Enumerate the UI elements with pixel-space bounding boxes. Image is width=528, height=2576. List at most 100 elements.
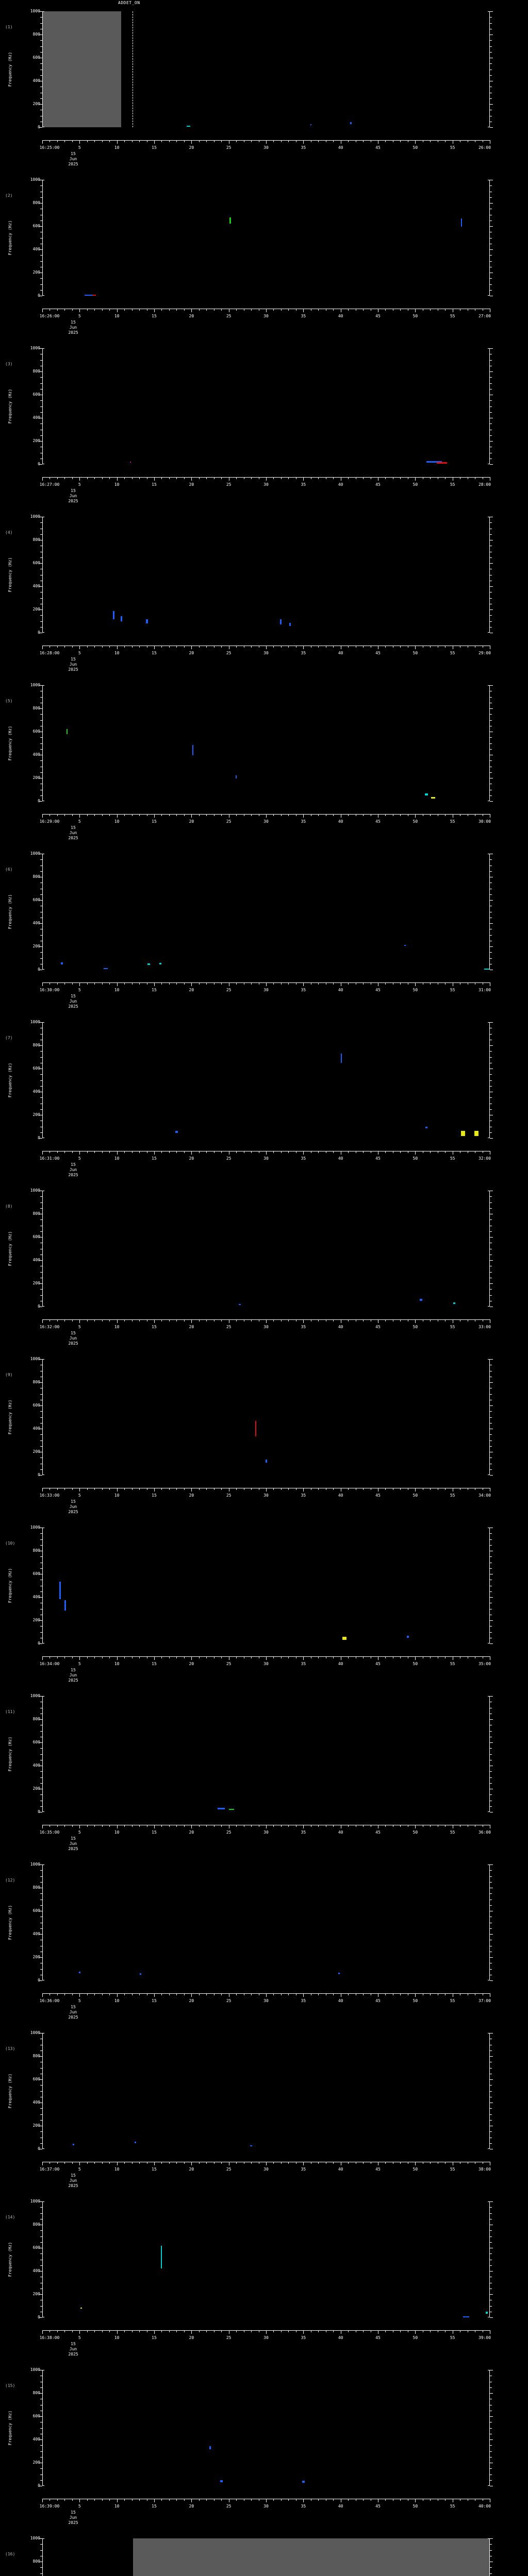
detection-mark[interactable]: [350, 122, 352, 124]
detection-mark[interactable]: [463, 2316, 469, 2317]
detection-mark[interactable]: [474, 1131, 478, 1136]
plot-area[interactable]: [39, 1359, 493, 1476]
detection-mark[interactable]: [66, 729, 68, 734]
detection-mark[interactable]: [342, 1636, 346, 1640]
detection-mark[interactable]: [404, 944, 406, 946]
detection-mark[interactable]: [280, 619, 282, 624]
detection-mark[interactable]: [140, 1973, 142, 1975]
detection-mark[interactable]: [338, 1973, 340, 1974]
y-tick-mark: [40, 2544, 42, 2545]
x-tick-mark: [64, 1993, 65, 1995]
detection-mark[interactable]: [220, 2480, 223, 2482]
detection-mark[interactable]: [147, 963, 151, 965]
detection-mark[interactable]: [209, 2446, 211, 2449]
detection-mark[interactable]: [486, 2312, 488, 2314]
y-tick-mark: [490, 2120, 492, 2121]
y-tick-label: 400: [32, 2437, 40, 2442]
x-tick-mark: [184, 309, 185, 311]
detection-mark[interactable]: [460, 1131, 465, 1136]
plot-area[interactable]: [39, 1696, 493, 1812]
x-tick-mark: [154, 1488, 155, 1492]
detection-mark[interactable]: [437, 462, 448, 464]
detection-mark[interactable]: [302, 2481, 305, 2483]
detection-mark[interactable]: [484, 968, 490, 970]
plot-area[interactable]: [39, 348, 493, 465]
detection-mark[interactable]: [129, 461, 131, 463]
plot-area[interactable]: [39, 1865, 493, 1981]
detection-mark[interactable]: [310, 124, 311, 126]
detection-mark[interactable]: [265, 1460, 267, 1463]
detection-mark[interactable]: [120, 616, 122, 621]
detection-mark[interactable]: [229, 217, 232, 224]
y-tick-mark: [490, 406, 492, 407]
detection-mark[interactable]: [192, 745, 194, 755]
y-tick-mark: [40, 1882, 42, 1883]
detection-mark[interactable]: [60, 962, 63, 964]
plot-area[interactable]: [39, 2370, 493, 2486]
detection-mark[interactable]: [250, 2145, 253, 2147]
detection-mark[interactable]: [187, 126, 191, 127]
detection-mark[interactable]: [80, 2308, 82, 2309]
x-tick-mark: [102, 814, 103, 816]
detection-mark[interactable]: [426, 461, 442, 463]
plot-area[interactable]: [39, 685, 493, 802]
plot-area[interactable]: [39, 1528, 493, 1644]
x-tick-mark: [102, 1656, 103, 1658]
detection-mark[interactable]: [341, 1053, 342, 1063]
plot-area[interactable]: [39, 2201, 493, 2318]
detection-mark[interactable]: [420, 1298, 423, 1301]
plot-area[interactable]: [39, 11, 493, 128]
plot-area[interactable]: [39, 180, 493, 296]
plot-area[interactable]: [39, 1191, 493, 1307]
detection-mark[interactable]: [425, 1127, 428, 1129]
y-tick-label: 600: [32, 1908, 40, 1913]
detection-mark[interactable]: [461, 218, 463, 227]
detection-mark[interactable]: [431, 796, 436, 799]
x-tick-label: 55: [450, 1493, 455, 1498]
plot-area[interactable]: [39, 517, 493, 633]
y-tick-labels: 0 200 400 600 800 1000: [21, 2368, 40, 2488]
detection-mark[interactable]: [103, 968, 108, 969]
detection-mark[interactable]: [145, 619, 148, 623]
y-tick-label: 800: [32, 2391, 40, 2395]
plot-area[interactable]: [39, 2033, 493, 2149]
detection-mark[interactable]: [218, 1807, 225, 1809]
detection-mark[interactable]: [289, 623, 291, 626]
detection-mark[interactable]: [113, 611, 115, 620]
detection-mark[interactable]: [85, 294, 94, 296]
y-tick-mark: [490, 1475, 493, 1476]
detection-mark[interactable]: [229, 1809, 235, 1810]
y-tick-mark: [39, 1696, 42, 1697]
y-tick-mark: [490, 871, 492, 872]
x-tick-label: 5: [78, 1493, 81, 1498]
detection-mark[interactable]: [406, 1635, 409, 1638]
x-tick-mark: [94, 1656, 95, 1658]
x-tick-mark: [117, 2330, 118, 2334]
detection-mark[interactable]: [161, 2246, 162, 2268]
detection-mark[interactable]: [453, 1302, 455, 1304]
detection-mark[interactable]: [175, 1130, 178, 1133]
x-tick-mark: [94, 1319, 95, 1321]
plot-area[interactable]: [39, 2538, 493, 2576]
x-tick-label: 40: [338, 1998, 343, 2003]
x-tick-label: 55: [450, 988, 455, 992]
detection-mark[interactable]: [236, 775, 237, 778]
plot-area[interactable]: [39, 854, 493, 970]
detection-mark[interactable]: [93, 295, 96, 296]
detection-mark[interactable]: [73, 2143, 75, 2145]
detection-mark[interactable]: [78, 1971, 80, 1973]
detection-mark[interactable]: [159, 962, 161, 964]
date-year: 2025: [68, 2183, 78, 2188]
detection-mark[interactable]: [135, 2142, 137, 2144]
detection-mark[interactable]: [255, 1421, 256, 1436]
detection-mark[interactable]: [239, 1303, 241, 1305]
detection-mark[interactable]: [425, 793, 428, 795]
x-tick-mark: [303, 1319, 304, 1323]
x-tick-mark: [169, 2330, 170, 2332]
y-tick-mark: [40, 2456, 42, 2458]
detection-mark[interactable]: [59, 1581, 61, 1599]
y-tick-label: 200: [32, 1786, 40, 1791]
plot-area[interactable]: [39, 1022, 493, 1139]
detection-mark[interactable]: [64, 1600, 67, 1611]
y-tick-label: 0: [38, 462, 40, 466]
